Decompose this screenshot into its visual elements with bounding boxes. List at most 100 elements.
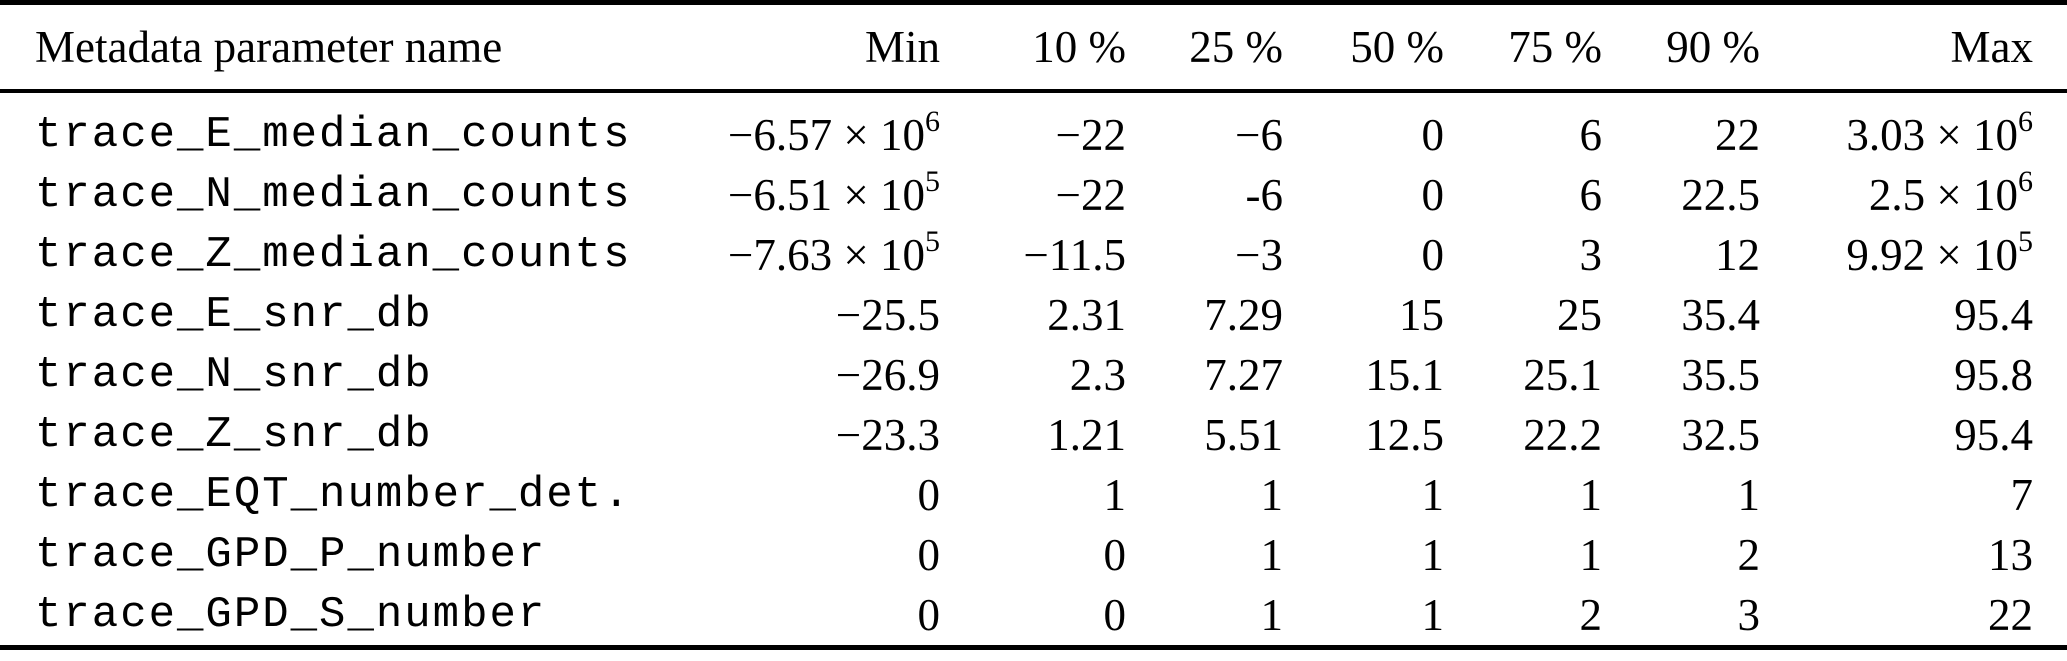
p10-value-cell: 2.3 [940,345,1126,405]
p10-value-cell: 0 [940,585,1127,648]
value-base: 22.5 [1681,169,1760,220]
value-base: 1 [1103,469,1127,520]
value-base: 3 [1737,589,1761,640]
value-base: 1 [1421,529,1445,580]
value-base: −6.51 × 10 [727,169,925,220]
col-header-75pct: 75 % [1444,2,1602,93]
value-base: -6 [1245,169,1284,220]
table-row: trace_GPD_S_number 0 0 1 1 2 3 22 [0,585,2067,648]
table-row: trace_Z_median_counts −7.63 × 105 −11.5 … [0,225,2067,285]
p90-value-cell: 1 [1602,465,1761,525]
param-name-cell: trace_GPD_S_number [35,590,547,640]
value-base: −22 [1055,169,1126,220]
value-exponent: 6 [2018,164,2033,198]
p75-value-cell: 6 [1444,165,1603,225]
param-name-cell: trace_Z_snr_db [35,410,433,460]
min-value-cell: −26.9 [660,345,940,405]
p10-value-cell: −11.5 [940,225,1126,285]
p50-value-cell: 15.1 [1283,345,1444,405]
p10-value-cell: −22 [940,165,1126,225]
value-base: 1 [1421,589,1445,640]
value-base: −22 [1055,109,1126,160]
p10-value-cell: 1.21 [940,405,1126,465]
max-value-cell: 95.8 [1760,345,2067,405]
p75-value-cell: 25 [1444,285,1602,345]
value-base: 22.2 [1523,409,1602,460]
value-base: 1.21 [1047,409,1126,460]
value-base: 2 [1579,589,1603,640]
value-base: 0 [1103,529,1127,580]
value-base: −25.5 [835,289,940,340]
p90-value-cell: 22.5 [1602,165,1760,225]
header-row: Metadata parameter name Min 10 % 25 % 50… [0,2,2067,93]
p75-value-cell: 22.2 [1444,405,1602,465]
value-base: 6 [1579,109,1603,160]
value-base: 0 [917,589,941,640]
min-value-cell: 0 [660,585,941,648]
value-base: 0 [1421,229,1445,280]
value-base: 0 [1421,109,1445,160]
p50-value-cell: 1 [1283,465,1445,525]
p50-value-cell: 1 [1283,585,1445,648]
p90-value-cell: 35.5 [1602,345,1760,405]
p90-value-cell: 32.5 [1602,405,1760,465]
p25-value-cell: 1 [1126,465,1284,525]
col-header-90pct: 90 % [1602,2,1760,93]
table-row: trace_N_snr_db −26.9 2.3 7.27 15.1 25.1 … [0,345,2067,405]
p25-value-cell: 5.51 [1126,405,1283,465]
value-base: 15 [1399,289,1444,340]
value-base: 25 [1557,289,1602,340]
value-base: −6.57 × 10 [727,109,925,160]
p90-value-cell: 3 [1602,585,1761,648]
table-row: trace_E_snr_db −25.5 2.31 7.29 15 25 35.… [0,285,2067,345]
max-value-cell: 95.4 [1760,285,2067,345]
value-base: 3.03 × 10 [1846,109,2018,160]
table-row: trace_N_median_counts −6.51 × 105 −22 -6… [0,165,2067,225]
p25-value-cell: 1 [1126,585,1284,648]
value-exponent: 6 [2018,104,2033,138]
max-value-cell: 95.4 [1760,405,2067,465]
col-header-10pct: 10 % [940,2,1126,93]
value-base: 9.92 × 10 [1846,229,2018,280]
col-header-parameter-name: Metadata parameter name [0,2,660,93]
p90-value-cell: 35.4 [1602,285,1760,345]
table-row: trace_Z_snr_db −23.3 1.21 5.51 12.5 22.2… [0,405,2067,465]
col-header-min: Min [660,2,940,93]
p75-value-cell: 6 [1444,91,1603,165]
min-value-cell: −6.57 × 106 [660,91,940,165]
min-value-cell: 0 [660,525,941,585]
min-value-cell: 0 [660,465,941,525]
value-base: 0 [917,469,941,520]
value-base: 2 [1737,529,1761,580]
p75-value-cell: 1 [1444,525,1603,585]
value-base: 15.1 [1365,349,1444,400]
min-value-cell: −6.51 × 105 [660,165,940,225]
value-base: 1 [1421,469,1445,520]
param-name-cell: trace_E_median_counts [35,110,632,160]
value-base: 1 [1260,469,1284,520]
value-base: −3 [1235,229,1283,280]
min-value-cell: −7.63 × 105 [660,225,940,285]
p10-value-cell: 0 [940,525,1127,585]
value-exponent: 6 [925,104,940,138]
value-base: 35.4 [1681,289,1760,340]
value-exponent: 5 [2018,224,2033,258]
value-base: 22 [1715,109,1760,160]
value-base: 5.51 [1204,409,1283,460]
value-base: 6 [1579,169,1603,220]
min-value-cell: −23.3 [660,405,940,465]
param-name-cell: trace_Z_median_counts [35,230,632,280]
p90-value-cell: 2 [1602,525,1761,585]
p75-value-cell: 1 [1444,465,1603,525]
max-value-cell: 13 [1760,525,2067,585]
value-base: −6 [1235,109,1283,160]
value-base: 7.27 [1204,349,1283,400]
param-name-cell: trace_EQT_number_det. [35,470,632,520]
p25-value-cell: 7.27 [1126,345,1283,405]
max-value-cell: 2.5 × 106 [1760,165,2067,225]
max-value-cell: 9.92 × 105 [1760,225,2067,285]
value-base: 35.5 [1681,349,1760,400]
value-base: −26.9 [835,349,940,400]
value-base: 0 [917,529,941,580]
value-base: 32.5 [1681,409,1760,460]
